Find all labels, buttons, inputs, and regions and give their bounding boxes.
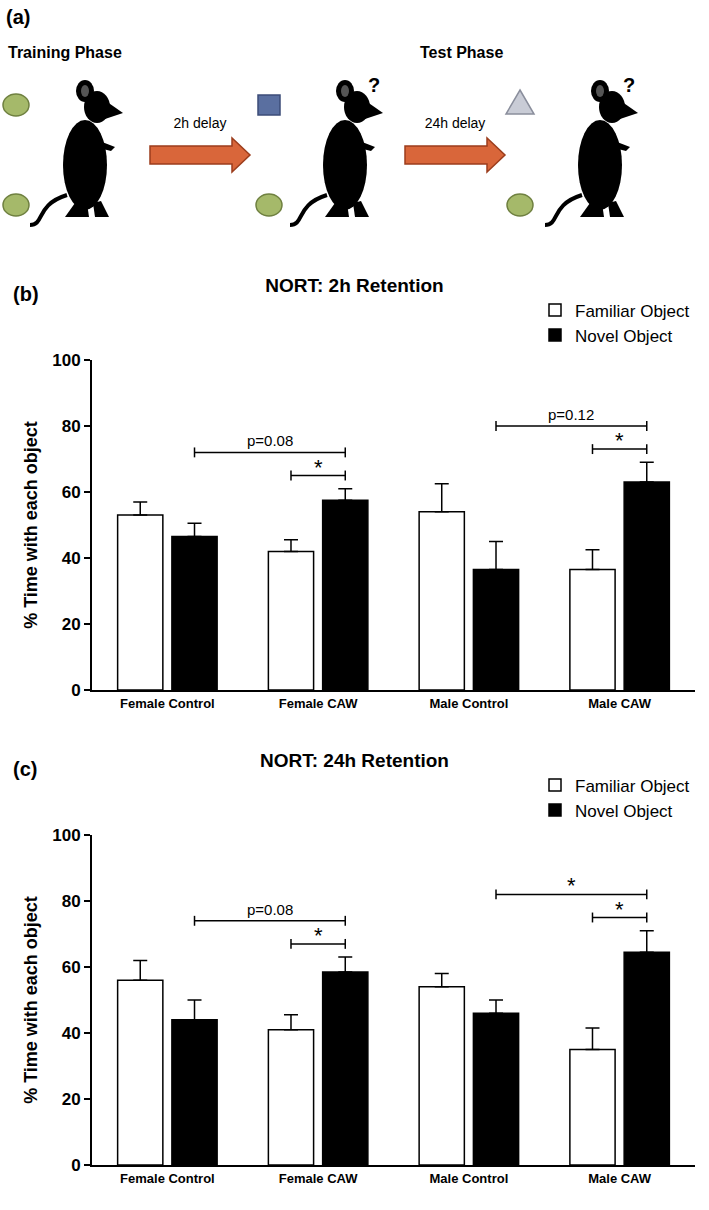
svg-text:24h delay: 24h delay <box>425 115 486 131</box>
svg-text:Novel Object: Novel Object <box>575 802 673 821</box>
svg-text:(a): (a) <box>6 6 30 28</box>
svg-text:*: * <box>615 428 624 453</box>
svg-text:80: 80 <box>62 892 81 911</box>
svg-text:*: * <box>615 897 624 922</box>
svg-text:Familiar Object: Familiar Object <box>575 777 690 796</box>
svg-text:% Time with each object: % Time with each object <box>21 421 41 629</box>
svg-text:100: 100 <box>52 351 80 370</box>
svg-text:100: 100 <box>52 826 80 845</box>
svg-text:Novel Object: Novel Object <box>575 327 673 346</box>
svg-text:*: * <box>314 923 323 948</box>
svg-text:0: 0 <box>71 681 80 700</box>
svg-text:Male CAW: Male CAW <box>588 696 652 711</box>
svg-text:?: ? <box>368 74 380 96</box>
svg-text:?: ? <box>623 74 635 96</box>
svg-text:Test Phase: Test Phase <box>420 44 503 61</box>
svg-text:40: 40 <box>62 549 81 568</box>
svg-text:Male Control: Male Control <box>430 1171 509 1186</box>
svg-text:20: 20 <box>62 1090 81 1109</box>
svg-text:Female Control: Female Control <box>120 696 215 711</box>
svg-text:(b): (b) <box>13 283 39 305</box>
svg-text:40: 40 <box>62 1024 81 1043</box>
svg-text:Training Phase: Training Phase <box>8 44 122 61</box>
svg-text:p=0.12: p=0.12 <box>548 406 594 423</box>
svg-text:Female CAW: Female CAW <box>279 696 358 711</box>
svg-text:p=0.08: p=0.08 <box>247 432 293 449</box>
svg-text:Female CAW: Female CAW <box>279 1171 358 1186</box>
svg-text:Male Control: Male Control <box>430 696 509 711</box>
svg-text:Familiar Object: Familiar Object <box>575 302 690 321</box>
svg-text:60: 60 <box>62 483 81 502</box>
svg-text:*: * <box>567 873 576 898</box>
svg-text:20: 20 <box>62 615 81 634</box>
svg-text:Female Control: Female Control <box>120 1171 215 1186</box>
svg-text:60: 60 <box>62 958 81 977</box>
svg-text:Male CAW: Male CAW <box>588 1171 652 1186</box>
svg-text:NORT: 2h Retention: NORT: 2h Retention <box>265 275 443 296</box>
svg-text:% Time with each object: % Time with each object <box>21 896 41 1104</box>
svg-text:0: 0 <box>71 1156 80 1175</box>
svg-text:2h delay: 2h delay <box>174 115 227 131</box>
svg-text:p=0.08: p=0.08 <box>247 901 293 918</box>
svg-text:NORT: 24h Retention: NORT: 24h Retention <box>260 750 449 771</box>
svg-text:(c): (c) <box>13 758 37 780</box>
svg-text:80: 80 <box>62 417 81 436</box>
svg-text:*: * <box>314 455 323 480</box>
